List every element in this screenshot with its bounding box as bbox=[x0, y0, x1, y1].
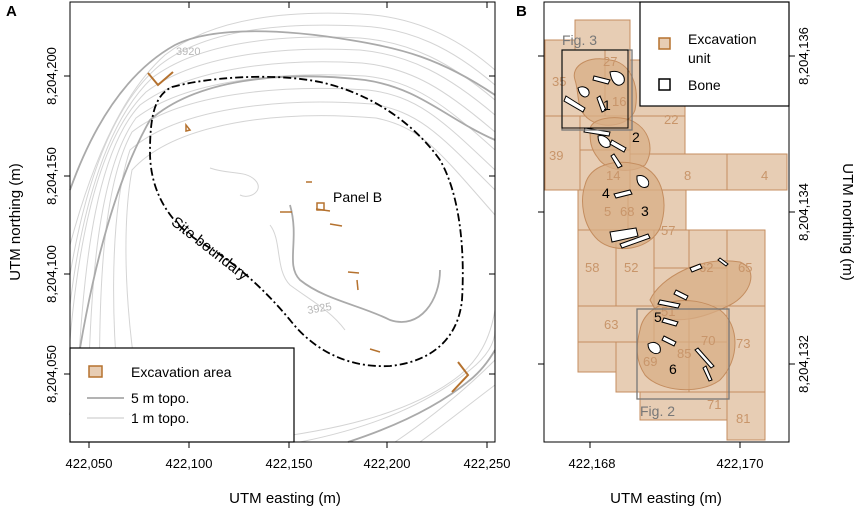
unit-number: 5 bbox=[604, 204, 611, 219]
legend-unit-text-line2: unit bbox=[688, 50, 711, 66]
unit-number: 14 bbox=[606, 168, 620, 183]
legend-unit-swatch bbox=[658, 37, 671, 50]
y-tick-label: 8,204,050 bbox=[44, 345, 59, 403]
bone-number: 4 bbox=[602, 185, 610, 201]
panel-a-x-title: UTM easting (m) bbox=[229, 490, 341, 507]
excavation-unit-numbers: 27 35 16 22 39 14 8 4 5 68 57 58 52 62 6… bbox=[549, 54, 768, 426]
x-tick-label: 422,168 bbox=[569, 456, 616, 471]
bone-number: 1 bbox=[603, 97, 611, 113]
x-tick-label: 422,150 bbox=[266, 456, 313, 471]
unit-number: 16 bbox=[612, 94, 626, 109]
fig-3-extent-inner-box bbox=[561, 49, 629, 129]
bone-number: 6 bbox=[669, 361, 677, 377]
unit-number: 69 bbox=[643, 354, 657, 369]
unit-number: 62 bbox=[699, 260, 713, 275]
x-tick-label: 422,050 bbox=[66, 456, 113, 471]
panel-b-y-tick-labels: 8,204,136 8,204,134 8,204,132 bbox=[796, 27, 811, 393]
excavation-corner-marker-nw bbox=[147, 71, 174, 87]
panel-b-x-tick-labels: 422,168 422,170 bbox=[569, 456, 764, 471]
panel-a-letter: A bbox=[6, 3, 17, 20]
panel-a-x-tick-labels: 422,050 422,100 422,150 422,200 422,250 bbox=[66, 456, 511, 471]
panel-b-legend: Excavation unit Bone bbox=[639, 1, 790, 107]
unit-number: 71 bbox=[707, 397, 721, 412]
panel-b-excavation-units: 27 35 16 22 39 14 8 4 5 68 57 58 52 62 6… bbox=[544, 19, 788, 441]
unit-number: 52 bbox=[624, 260, 638, 275]
panel-b-locator-label: Panel B bbox=[333, 189, 382, 205]
bone-outlines bbox=[563, 71, 729, 382]
x-tick-label: 422,200 bbox=[364, 456, 411, 471]
y-tick-label: 8,204,132 bbox=[796, 335, 811, 393]
fig-2-extent-box bbox=[636, 308, 730, 400]
fig-2-label: Fig. 2 bbox=[640, 403, 675, 419]
legend-excavation-text: Excavation area bbox=[131, 364, 232, 380]
x-tick-label: 422,250 bbox=[464, 456, 511, 471]
unit-number: 65 bbox=[738, 260, 752, 275]
unit-number: 68 bbox=[620, 204, 634, 219]
legend-topo1-text: 1 m topo. bbox=[131, 410, 189, 426]
y-tick-label: 8,204,134 bbox=[796, 183, 811, 241]
panel-b-y-title: UTM northing (m) bbox=[839, 163, 856, 281]
unit-number: 27 bbox=[603, 54, 617, 69]
panel-a-y-title: UTM northing (m) bbox=[7, 163, 24, 281]
panel-b-letter: B bbox=[516, 3, 527, 20]
five-meter-contours bbox=[69, 30, 496, 443]
unit-number: 70 bbox=[701, 333, 715, 348]
legend-excavation-swatch bbox=[88, 365, 103, 378]
bone-group-numbers: 1 2 3 4 5 6 bbox=[602, 97, 677, 377]
unit-number: 58 bbox=[585, 260, 599, 275]
bone-number: 5 bbox=[654, 309, 662, 325]
unit-number: 85 bbox=[677, 346, 691, 361]
y-tick-label: 8,204,100 bbox=[44, 245, 59, 303]
legend-unit-text-line1: Excavation bbox=[688, 31, 756, 47]
fig-3-label: Fig. 3 bbox=[562, 32, 597, 48]
y-tick-label: 8,204,150 bbox=[44, 147, 59, 205]
x-tick-label: 422,100 bbox=[166, 456, 213, 471]
x-tick-label: 422,170 bbox=[717, 456, 764, 471]
panel-a-legend: Excavation area 5 m topo. 1 m topo. bbox=[69, 347, 295, 443]
unit-number: 73 bbox=[736, 336, 750, 351]
unit-number: 63 bbox=[604, 317, 618, 332]
panel-a-tick-marks bbox=[64, 2, 495, 448]
excavation-areas bbox=[185, 122, 381, 353]
unit-number: 57 bbox=[661, 223, 675, 238]
excavation-corner-marker-se bbox=[451, 361, 470, 393]
bone-number: 2 bbox=[632, 129, 640, 145]
bone-number: 3 bbox=[641, 203, 649, 219]
contour-label-3925: 3925 bbox=[306, 301, 332, 317]
unit-number: 81 bbox=[736, 411, 750, 426]
contour-label-3920: 3920 bbox=[176, 46, 200, 58]
panel-b-x-title: UTM easting (m) bbox=[610, 490, 722, 507]
panel-a-y-tick-labels: 8,204,200 8,204,150 8,204,100 8,204,050 bbox=[44, 47, 59, 403]
unit-number: 8 bbox=[684, 168, 691, 183]
legend-bone-swatch bbox=[658, 78, 671, 91]
one-meter-contours bbox=[69, 12, 496, 443]
y-tick-label: 8,204,200 bbox=[44, 47, 59, 105]
panel-a-legend-box bbox=[69, 347, 295, 443]
legend-topo5-text: 5 m topo. bbox=[131, 390, 189, 406]
site-boundary-line bbox=[149, 75, 464, 368]
panel-a: A bbox=[6, 1, 511, 507]
panel-b: B bbox=[516, 1, 856, 507]
unit-number: 39 bbox=[549, 148, 563, 163]
y-tick-label: 8,204,136 bbox=[796, 27, 811, 85]
panel-b-tick-marks bbox=[538, 55, 795, 448]
unit-number: 51 bbox=[661, 304, 675, 319]
legend-bone-text: Bone bbox=[688, 77, 721, 93]
unit-number: 35 bbox=[552, 74, 566, 89]
unit-number: 22 bbox=[664, 112, 678, 127]
unit-number: 4 bbox=[761, 168, 768, 183]
